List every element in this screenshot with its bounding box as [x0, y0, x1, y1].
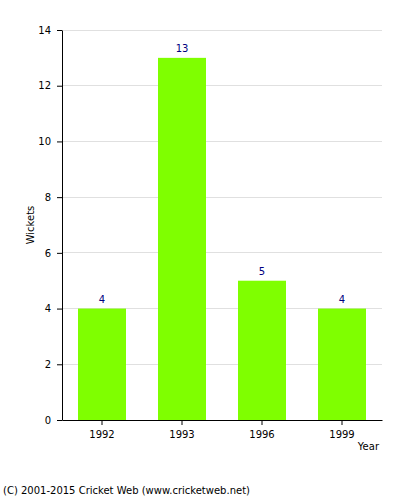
tick: 10 — [38, 136, 62, 147]
x-axis-title: Year — [357, 441, 380, 452]
grid-line — [62, 197, 382, 198]
y-axis-title: Wickets — [25, 206, 36, 245]
grid-line — [62, 141, 382, 142]
annotation: (C) 2001-2015 Cricket Web (www.cricketwe… — [3, 485, 250, 496]
data-labels: 4 13 5 4 — [99, 43, 345, 305]
tick-mark — [262, 420, 263, 425]
axis-line — [63, 420, 383, 421]
tick-mark — [182, 420, 183, 425]
tick-label: 8 — [45, 192, 51, 203]
y-axis: 0 2 4 6 8 10 12 14 — [38, 25, 62, 426]
data-label: 4 — [339, 294, 345, 305]
tick: 1996 — [249, 420, 274, 440]
tick: 14 — [38, 25, 62, 36]
grid — [62, 30, 382, 420]
tick: 12 — [38, 80, 62, 91]
bar — [158, 58, 206, 420]
data-label: 13 — [176, 43, 189, 54]
tick: 0 — [45, 415, 62, 426]
bar — [318, 309, 366, 420]
tick-label: 6 — [45, 248, 51, 259]
tick-mark — [57, 253, 62, 254]
tick: 1993 — [169, 420, 194, 440]
tick-mark — [57, 420, 62, 421]
tick-mark — [57, 30, 62, 31]
tick: 2 — [45, 359, 62, 370]
tick-label: 4 — [45, 303, 51, 314]
tick-label: 12 — [38, 80, 51, 91]
tick-mark — [57, 364, 62, 365]
tick-mark — [57, 141, 62, 142]
tick: 6 — [45, 248, 62, 259]
axis-line — [62, 31, 63, 421]
tick-mark — [102, 420, 103, 425]
tick-label: 1993 — [169, 429, 194, 440]
tick-label: 0 — [45, 415, 51, 426]
tick-label: 10 — [38, 136, 51, 147]
grid-line — [62, 85, 382, 86]
bar — [78, 309, 126, 420]
tick-label: 1992 — [89, 429, 114, 440]
tick-label: 1999 — [329, 429, 354, 440]
grid-line — [62, 30, 382, 31]
chart: 4 13 5 4 0 2 4 6 8 10 12 14 1992 1993 1996 1999 Wickets Y… — [0, 0, 400, 500]
tick-label: 2 — [45, 359, 51, 370]
data-label: 5 — [259, 266, 265, 277]
tick-label: 1996 — [249, 429, 274, 440]
tick: 8 — [45, 192, 62, 203]
plot: 4 13 5 4 0 2 4 6 8 10 12 14 1992 1993 1996 1999 — [38, 25, 382, 440]
tick-label: 14 — [38, 25, 51, 36]
tick-mark — [342, 420, 343, 425]
x-axis: 1992 1993 1996 1999 — [63, 420, 383, 440]
tick-mark — [57, 197, 62, 198]
bars — [78, 58, 366, 420]
tick: 4 — [45, 303, 62, 314]
tick-mark — [57, 86, 62, 87]
grid-line — [62, 252, 382, 253]
data-label: 4 — [99, 294, 105, 305]
tick: 1992 — [89, 420, 114, 440]
bar — [238, 281, 286, 420]
tick-mark — [57, 309, 62, 310]
tick: 1999 — [329, 420, 354, 440]
